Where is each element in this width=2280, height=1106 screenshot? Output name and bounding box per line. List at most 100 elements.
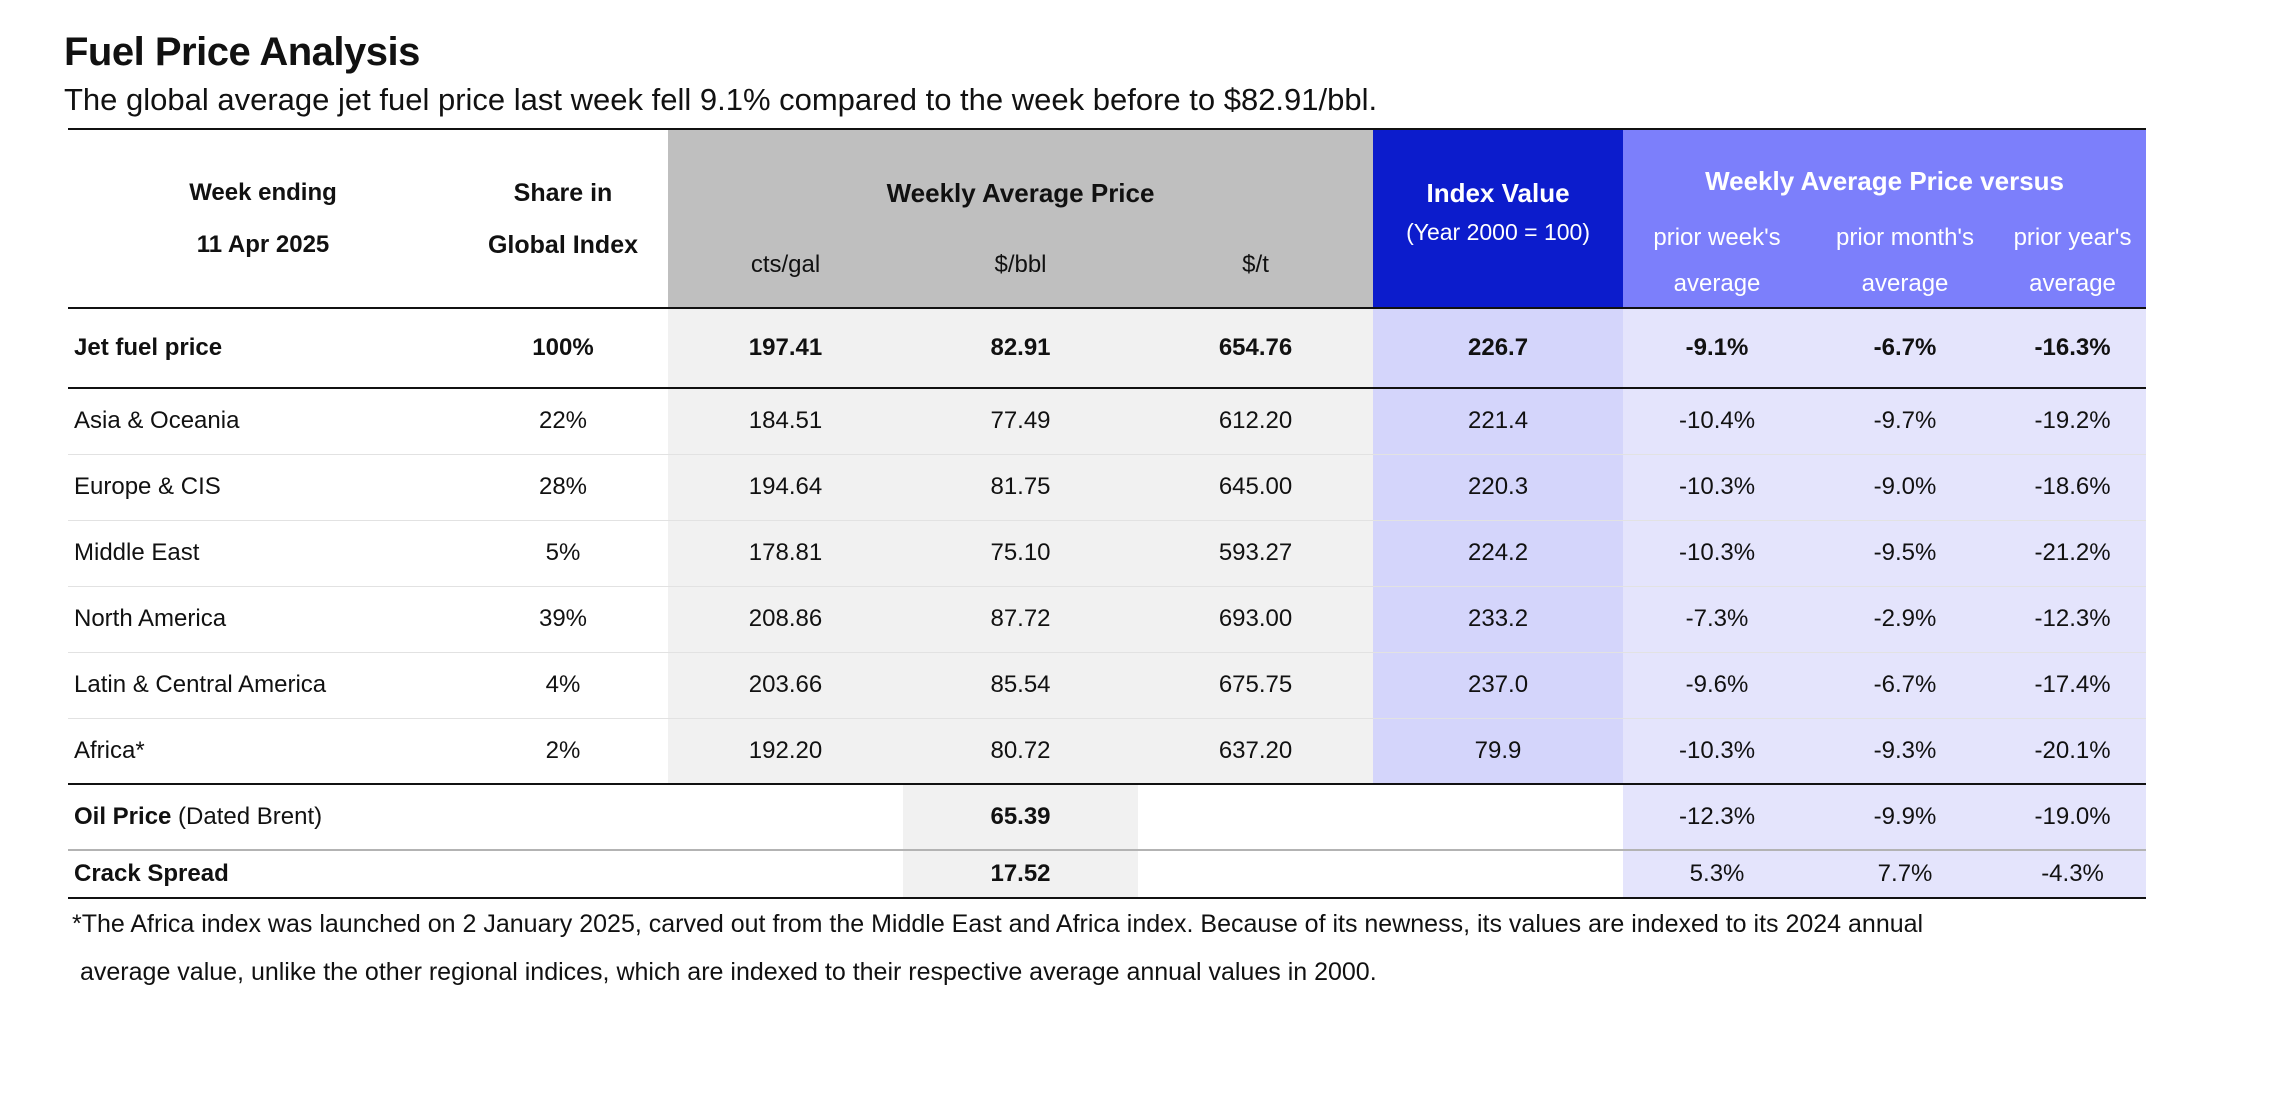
prior-month-label-2: average	[1861, 270, 1949, 297]
usd-bbl-cell: 81.75	[903, 454, 1138, 521]
prior-year-cell: -16.3%	[1999, 307, 2147, 389]
usd-t-cell: 612.20	[1138, 388, 1374, 455]
cts-gal-cell: 208.86	[668, 586, 903, 653]
share-label-2: Global Index	[487, 230, 639, 259]
row-label: Middle East	[68, 520, 458, 587]
empty-cell	[1373, 784, 1624, 851]
empty-cell	[458, 850, 668, 899]
prior-month-header: prior month's average	[1811, 215, 2000, 308]
index-cell: 226.7	[1373, 307, 1624, 389]
table-row: Asia & Oceania 22% 184.51 77.49 612.20 2…	[68, 388, 2147, 455]
usd-bbl-cell: 17.52	[903, 850, 1138, 899]
crack-spread-row: Crack Spread 17.52 5.3% 7.7% -4.3%	[68, 850, 2147, 899]
share-cell: 2%	[458, 718, 668, 785]
table-row: Latin & Central America 4% 203.66 85.54 …	[68, 652, 2147, 719]
unit-usd-t: $/t	[1138, 215, 1374, 308]
week-ending-header: Week ending 11 Apr 2025	[68, 128, 458, 308]
table-row: Europe & CIS 28% 194.64 81.75 645.00 220…	[68, 454, 2147, 521]
empty-cell	[668, 850, 903, 899]
share-cell: 22%	[458, 388, 668, 455]
prior-week-cell: -10.3%	[1623, 454, 1812, 521]
index-cell: 224.2	[1373, 520, 1624, 587]
usd-t-cell: 593.27	[1138, 520, 1374, 587]
cts-gal-cell: 192.20	[668, 718, 903, 785]
footnote-line-1: *The Africa index was launched on 2 Janu…	[72, 910, 1924, 938]
crack-spread-label: Crack Spread	[68, 850, 458, 899]
prior-week-header: prior week's average	[1623, 215, 1812, 308]
fuel-price-table: Week ending 11 Apr 2025 Share in Global …	[68, 128, 2147, 899]
share-cell: 28%	[458, 454, 668, 521]
index-cell: 233.2	[1373, 586, 1624, 653]
usd-t-cell: 645.00	[1138, 454, 1374, 521]
share-label-1: Share in	[513, 178, 613, 207]
row-label: Africa*	[68, 718, 458, 785]
cts-gal-cell: 178.81	[668, 520, 903, 587]
index-cell: 221.4	[1373, 388, 1624, 455]
empty-cell	[1138, 784, 1374, 851]
prior-week-label-1: prior week's	[1653, 224, 1781, 251]
table-row: Middle East 5% 178.81 75.10 593.27 224.2…	[68, 520, 2147, 587]
share-header: Share in Global Index	[458, 128, 668, 308]
prior-year-cell: -4.3%	[1999, 850, 2147, 899]
cts-gal-cell: 194.64	[668, 454, 903, 521]
usd-t-cell: 675.75	[1138, 652, 1374, 719]
prior-month-cell: -9.7%	[1811, 388, 2000, 455]
prior-year-cell: -18.6%	[1999, 454, 2147, 521]
row-label: Jet fuel price	[68, 307, 458, 389]
usd-bbl-cell: 85.54	[903, 652, 1138, 719]
prior-year-cell: -20.1%	[1999, 718, 2147, 785]
total-row: Jet fuel price 100% 197.41 82.91 654.76 …	[68, 307, 2147, 389]
unit-usd-bbl: $/bbl	[903, 215, 1138, 308]
versus-header: Weekly Average Price versus	[1623, 128, 2147, 215]
header-row-bottom: cts/gal $/bbl $/t (Year 2000 = 100) prio…	[68, 215, 2147, 308]
oil-price-label-rest: (Dated Brent)	[171, 803, 323, 830]
prior-month-cell: -2.9%	[1811, 586, 2000, 653]
prior-month-label-1: prior month's	[1836, 224, 1975, 251]
prior-week-cell: -9.1%	[1623, 307, 1812, 389]
share-cell: 39%	[458, 586, 668, 653]
prior-month-cell: -6.7%	[1811, 307, 2000, 389]
prior-month-cell: -9.0%	[1811, 454, 2000, 521]
index-value-header: Index Value	[1373, 128, 1624, 215]
prior-month-cell: -9.5%	[1811, 520, 2000, 587]
page-subtitle: The global average jet fuel price last w…	[64, 82, 1378, 117]
weekly-average-price-header: Weekly Average Price	[668, 128, 1374, 215]
cts-gal-cell: 197.41	[668, 307, 903, 389]
empty-cell	[1138, 850, 1374, 899]
prior-year-header: prior year's average	[1999, 215, 2147, 308]
prior-year-cell: -17.4%	[1999, 652, 2147, 719]
prior-week-cell: -10.3%	[1623, 718, 1812, 785]
prior-year-cell: -12.3%	[1999, 586, 2147, 653]
oil-price-row: Oil Price (Dated Brent) 65.39 -12.3% -9.…	[68, 784, 2147, 851]
prior-week-cell: -12.3%	[1623, 784, 1812, 851]
usd-bbl-cell: 87.72	[903, 586, 1138, 653]
index-cell: 79.9	[1373, 718, 1624, 785]
table-row: North America 39% 208.86 87.72 693.00 23…	[68, 586, 2147, 653]
footnote-line-2: average value, unlike the other regional…	[80, 958, 1377, 986]
prior-week-cell: -10.4%	[1623, 388, 1812, 455]
prior-week-label-2: average	[1673, 270, 1761, 297]
usd-bbl-cell: 65.39	[903, 784, 1138, 851]
row-label: North America	[68, 586, 458, 653]
index-cell: 220.3	[1373, 454, 1624, 521]
usd-bbl-cell: 82.91	[903, 307, 1138, 389]
header-row-top: Week ending 11 Apr 2025 Share in Global …	[68, 128, 2147, 308]
prior-month-cell: -9.3%	[1811, 718, 2000, 785]
row-label: Europe & CIS	[68, 454, 458, 521]
usd-t-cell: 693.00	[1138, 586, 1374, 653]
prior-year-label-2: average	[2029, 270, 2116, 297]
prior-month-cell: 7.7%	[1811, 850, 2000, 899]
index-cell: 237.0	[1373, 652, 1624, 719]
row-label: Asia & Oceania	[68, 388, 458, 455]
usd-bbl-cell: 77.49	[903, 388, 1138, 455]
share-cell: 4%	[458, 652, 668, 719]
prior-month-cell: -9.9%	[1811, 784, 2000, 851]
usd-bbl-cell: 75.10	[903, 520, 1138, 587]
prior-week-cell: 5.3%	[1623, 850, 1812, 899]
prior-year-cell: -21.2%	[1999, 520, 2147, 587]
row-label: Latin & Central America	[68, 652, 458, 719]
prior-year-cell: -19.0%	[1999, 784, 2147, 851]
usd-t-cell: 637.20	[1138, 718, 1374, 785]
prior-year-label-1: prior year's	[2013, 224, 2132, 251]
prior-week-cell: -7.3%	[1623, 586, 1812, 653]
